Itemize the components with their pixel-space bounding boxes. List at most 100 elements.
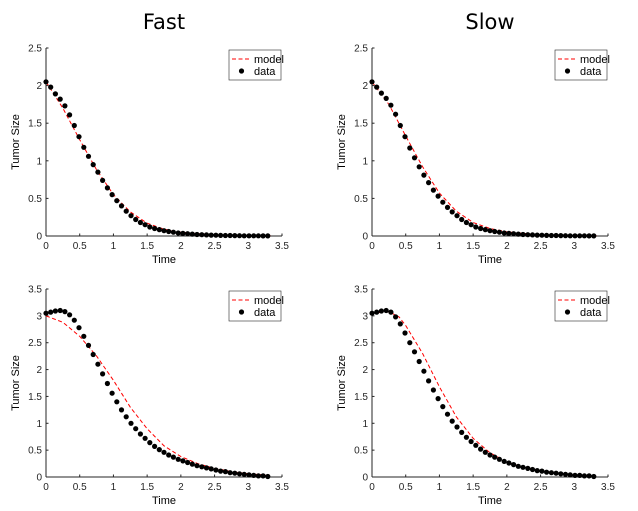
data-point [449,418,455,424]
data-point [435,193,441,199]
data-point [90,162,96,168]
data-point [246,233,252,239]
y-tick-label: 2.5 [28,44,42,55]
x-tick-label: 2.5 [208,241,222,252]
data-point [515,231,521,237]
data-point [407,340,413,346]
data-point [402,134,408,140]
data-point [378,90,384,96]
data-point [260,473,266,479]
data-point [416,358,422,365]
data-point [411,349,418,355]
x-axis-label: Time [152,495,176,507]
data-point [487,452,493,458]
x-tick-label: 0 [369,482,375,493]
data-point [473,224,479,230]
y-tick-label: 3 [362,311,368,322]
data-point [383,95,389,101]
y-tick-label: 0 [362,473,368,484]
data-point [572,233,578,239]
data-point [137,219,143,226]
x-tick-label: 1 [437,241,443,252]
data-point [71,122,77,129]
data-point [128,420,134,426]
x-tick-label: 3.5 [275,482,289,493]
data-point [567,472,573,478]
data-point [128,213,134,219]
data-point [218,468,224,474]
x-tick-label: 0 [43,482,49,493]
y-tick-label: 0 [36,473,42,484]
data-point [109,192,115,198]
y-tick-label: 0.5 [354,194,368,205]
data-point [57,307,63,314]
y-axis-label: Tumor Size [336,355,348,411]
y-tick-label: 0.5 [28,446,42,457]
data-point [534,468,540,474]
data-point [454,213,460,219]
data-point [482,227,488,233]
data-point [402,330,408,336]
data-point [166,228,172,235]
data-point [208,232,214,238]
data-point [586,473,592,479]
data-point [440,199,446,205]
x-tick-label: 1.5 [140,241,154,252]
data-point [430,387,436,393]
x-tick-label: 3 [572,241,578,252]
data-point [71,317,77,323]
chart-panel-4: 0 0.5 1 1.5 2 2.5 3 3.5 0 0.5 1 1.5 2 2.5 3 3.5 Time Tumo… [336,285,615,508]
data-point [558,233,564,239]
data-point [175,230,181,236]
data-point [440,404,446,410]
chart-panel-1: Fast 0 0.5 1 1.5 2 2.5 3 3.5 0 0.5 1 1.5 2 2.5 Time Tumo… [10,10,289,266]
data-point [52,91,59,97]
data-point [57,96,63,102]
y-tick-label: 3 [36,311,42,322]
data-point [251,472,257,478]
data-point [482,449,488,455]
data-point [194,463,200,469]
x-tick-label: 2 [178,482,184,493]
x-tick-label: 0.5 [73,482,87,493]
data-point [43,79,49,85]
data-point [586,233,592,239]
data-point [232,233,238,239]
x-tick-label: 1.5 [466,241,480,252]
data-point [52,308,59,314]
data-point [222,469,228,475]
data-point [199,464,205,470]
data-point [76,325,82,331]
y-axis-label: Tumor Size [10,355,22,411]
data-point [67,112,73,118]
data-point [142,222,148,228]
data-point [123,414,129,420]
x-tick-label: 1.5 [140,482,154,493]
y-axis-label: Tumor Size [10,114,22,170]
data-point [534,232,540,238]
y-tick-label: 2 [362,81,368,92]
data-point [161,228,167,234]
data-point [430,187,436,193]
y-tick-label: 1.5 [28,119,42,130]
y-tick-label: 3.5 [28,285,42,296]
series-model-line [45,81,271,237]
legend-box [228,290,282,322]
data-point [421,368,427,374]
data-point [246,472,252,478]
data-point [104,185,110,191]
data-point [520,464,526,470]
data-point [189,461,195,467]
y-tick-label: 2 [36,81,42,92]
legend-swatch-data [238,68,245,74]
data-point [213,467,219,473]
x-tick-label: 0.5 [73,241,87,252]
data-point [529,232,536,238]
data-point [369,79,375,85]
data-point [241,471,247,477]
data-point [501,458,507,464]
data-point [100,371,106,377]
x-tick-label: 2.5 [534,482,548,493]
chart-title: Slow [465,10,514,34]
data-point [496,456,502,462]
